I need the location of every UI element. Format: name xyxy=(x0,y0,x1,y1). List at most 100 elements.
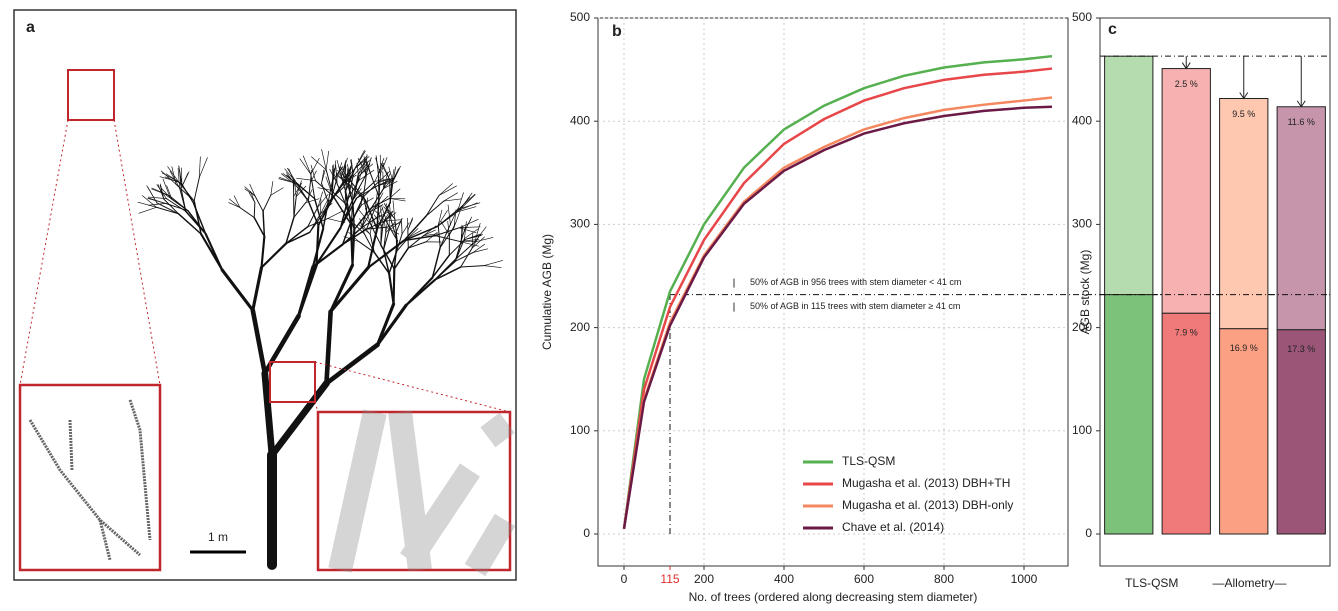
branch xyxy=(361,210,368,229)
bar-segment xyxy=(1219,328,1269,535)
branch xyxy=(369,233,375,253)
branch xyxy=(229,198,241,208)
branch xyxy=(337,170,352,183)
inset-box xyxy=(316,410,512,572)
branch xyxy=(307,182,311,202)
branch xyxy=(366,226,387,230)
branch xyxy=(311,243,344,268)
branch xyxy=(155,206,180,215)
bar-segment xyxy=(1161,312,1211,535)
branch xyxy=(403,215,427,242)
branch xyxy=(472,244,485,253)
data-line xyxy=(622,54,1053,530)
branch xyxy=(330,178,338,202)
branch xyxy=(349,223,354,267)
data-line xyxy=(622,67,1053,530)
x-axis-label: No. of trees (ordered along decreasing s… xyxy=(689,590,978,604)
branch xyxy=(163,198,180,215)
branch xyxy=(443,198,462,202)
branch xyxy=(310,157,320,175)
branch xyxy=(307,218,329,228)
branch xyxy=(285,216,295,245)
branch xyxy=(352,186,361,201)
reduction-label: 11.6 % xyxy=(1288,117,1315,127)
arrow-head xyxy=(1181,62,1191,70)
branch xyxy=(350,204,362,221)
branch xyxy=(251,265,264,312)
branch xyxy=(180,187,187,212)
branch xyxy=(320,202,333,215)
branch xyxy=(321,149,327,171)
branch xyxy=(353,175,367,199)
group-label: —Allometry— xyxy=(1212,576,1286,590)
y-tick-label: 300 xyxy=(570,217,590,231)
branch xyxy=(321,169,325,184)
legend-label: TLS-QSM xyxy=(842,454,895,468)
reduction-label: 7.9 % xyxy=(1175,328,1198,338)
branch xyxy=(295,185,307,197)
branch xyxy=(389,198,406,202)
branch xyxy=(347,179,360,200)
zoom-box xyxy=(67,69,115,121)
branch xyxy=(331,168,335,183)
branch xyxy=(293,196,297,218)
bar-segment xyxy=(1161,68,1211,314)
y-tick-label: 100 xyxy=(570,423,590,437)
branch xyxy=(375,207,383,219)
branch xyxy=(329,266,370,314)
branch xyxy=(366,197,368,212)
branch xyxy=(365,157,372,176)
y-tick-label: 400 xyxy=(570,113,590,127)
branch xyxy=(471,236,485,249)
branch xyxy=(250,190,256,203)
branch xyxy=(408,229,422,238)
branch xyxy=(311,227,325,268)
branch xyxy=(454,252,474,262)
branch xyxy=(376,156,379,174)
branch xyxy=(388,166,394,183)
branch xyxy=(385,226,400,235)
branch xyxy=(327,186,345,203)
branch xyxy=(268,379,330,459)
branch xyxy=(395,217,403,233)
data-line xyxy=(622,105,1053,530)
branch xyxy=(233,195,241,208)
branch xyxy=(357,159,370,176)
branch xyxy=(356,163,360,181)
branch xyxy=(366,207,376,230)
legend-label: Mugasha et al. (2013) DBH+TH xyxy=(842,476,1010,490)
branch xyxy=(385,222,400,228)
branch xyxy=(438,183,453,196)
branch xyxy=(352,161,366,177)
x-tick-label: 800 xyxy=(934,572,954,586)
branch xyxy=(324,342,380,386)
y-axis-label: AGB stock (Mg) xyxy=(1078,250,1092,335)
branch xyxy=(293,182,303,197)
branch xyxy=(353,206,373,231)
branch xyxy=(383,230,390,251)
branch xyxy=(423,229,436,237)
branch xyxy=(327,210,344,219)
branch xyxy=(383,206,396,220)
branch xyxy=(389,181,394,204)
branch xyxy=(146,185,158,204)
branch xyxy=(393,247,410,270)
branch xyxy=(386,222,398,242)
branch xyxy=(394,218,398,242)
branch xyxy=(311,156,327,171)
branch xyxy=(474,223,481,243)
reduction-label: 9.5 % xyxy=(1232,109,1255,119)
branch xyxy=(270,187,284,196)
branch xyxy=(340,176,349,200)
branch xyxy=(373,251,390,275)
branch xyxy=(392,200,396,220)
zoom-connector xyxy=(314,361,511,413)
branch xyxy=(392,267,396,306)
branch xyxy=(220,268,255,312)
branch xyxy=(302,155,312,175)
branch xyxy=(315,224,320,266)
inset-detail xyxy=(328,409,516,577)
branch xyxy=(343,172,354,188)
branch xyxy=(336,162,343,180)
